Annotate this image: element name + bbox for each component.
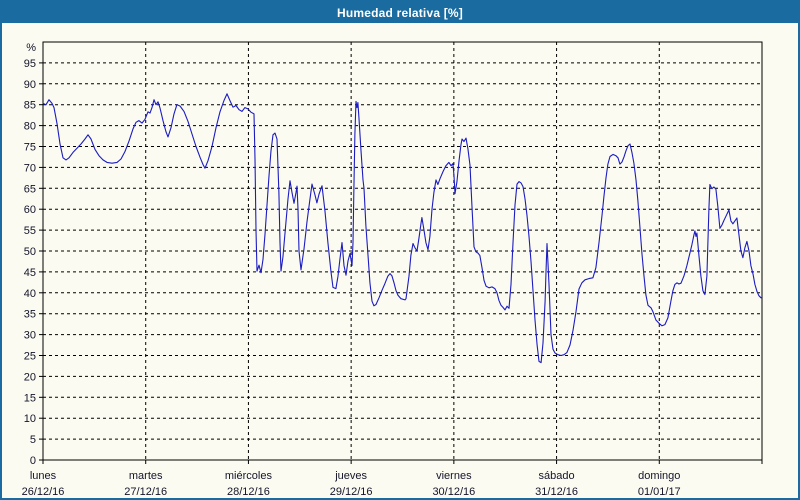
y-tick-label: 30 [24,330,36,342]
day-label: martes [129,470,163,482]
humidity-line-chart: 0 5 10 15 20 25 30 35 40 45 50 55 60 65 70 75 80 85 90 95% l… [22,41,763,498]
y-tick-label: 0 [30,455,36,467]
y-tick-label: 35 [24,309,36,321]
day-label: jueves [334,470,367,482]
humidity-series-line [42,93,762,364]
y-tick-label: 60 [24,204,36,216]
date-label: 29/12/16 [330,486,373,498]
y-tick-label: 15 [24,392,36,404]
y-tick-label: 5 [30,434,36,446]
day-label: miércoles [225,470,273,482]
date-label: 01/01/17 [638,486,681,498]
date-label: 26/12/16 [22,486,65,498]
y-tick-label: 50 [24,246,36,258]
y-tick-label: 40 [24,288,36,300]
day-label: domingo [638,470,680,482]
y-tick-label: 55 [24,225,36,237]
y-tick-label: 70 [24,162,36,174]
day-label: sábado [539,470,575,482]
chart-area: 0 5 10 15 20 25 30 35 40 45 50 55 60 65 70 75 80 85 90 95% l… [2,23,798,498]
y-axis-unit-label: % [26,42,36,54]
date-label: 31/12/16 [535,486,578,498]
day-label: viernes [436,470,472,482]
date-label: 27/12/16 [124,486,167,498]
y-tick-label: 90 [24,79,36,91]
y-tick-label: 85 [24,100,36,112]
y-tick-label: 65 [24,183,36,195]
y-tick-label: 75 [24,142,36,154]
y-tick-label: 95 [24,58,36,70]
y-tick-label: 10 [24,413,36,425]
window-title: Humedad relativa [%] [336,5,464,20]
y-tick-label: 80 [24,121,36,133]
title-bar: Humedad relativa [%] [2,2,798,23]
y-tick-label: 20 [24,371,36,383]
date-label: 30/12/16 [432,486,475,498]
y-tick-label: 25 [24,351,36,363]
plot-border [42,41,763,461]
date-label: 28/12/16 [227,486,270,498]
y-tick-label: 45 [24,267,36,279]
day-label: lunes [30,470,57,482]
